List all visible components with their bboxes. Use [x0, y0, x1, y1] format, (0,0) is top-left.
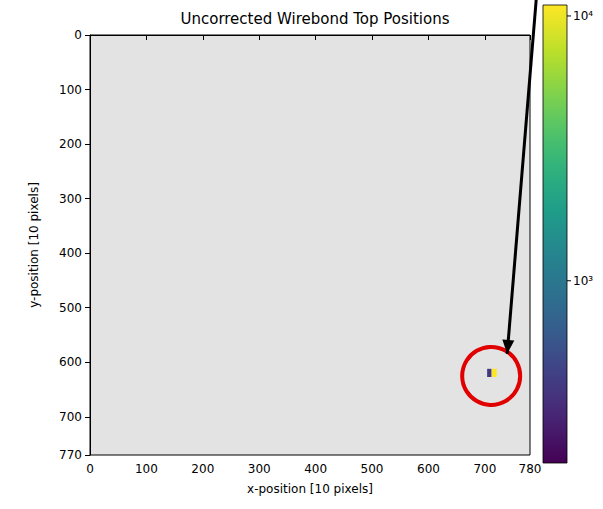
svg-text:x-position [10 pixels]: x-position [10 pixels] [247, 482, 373, 496]
svg-text:700: 700 [473, 462, 496, 476]
svg-text:100: 100 [135, 462, 158, 476]
svg-text:500: 500 [361, 462, 384, 476]
svg-text:10³: 10³ [573, 274, 593, 288]
svg-text:y-position [10 pixels]: y-position [10 pixels] [27, 182, 41, 308]
svg-text:200: 200 [191, 462, 214, 476]
svg-text:10⁴: 10⁴ [573, 9, 593, 23]
svg-text:300: 300 [248, 462, 271, 476]
svg-text:Uncorrected Wirebond Top Posit: Uncorrected Wirebond Top Positions [180, 10, 449, 28]
svg-text:0: 0 [74, 28, 82, 42]
svg-text:300: 300 [59, 192, 82, 206]
svg-text:600: 600 [417, 462, 440, 476]
svg-text:500: 500 [59, 301, 82, 315]
svg-text:200: 200 [59, 137, 82, 151]
svg-text:400: 400 [304, 462, 327, 476]
svg-text:600: 600 [59, 355, 82, 369]
svg-text:770: 770 [59, 448, 82, 462]
svg-text:700: 700 [59, 410, 82, 424]
svg-text:400: 400 [59, 246, 82, 260]
svg-text:100: 100 [59, 83, 82, 97]
svg-text:780: 780 [519, 462, 542, 476]
svg-text:0: 0 [86, 462, 94, 476]
